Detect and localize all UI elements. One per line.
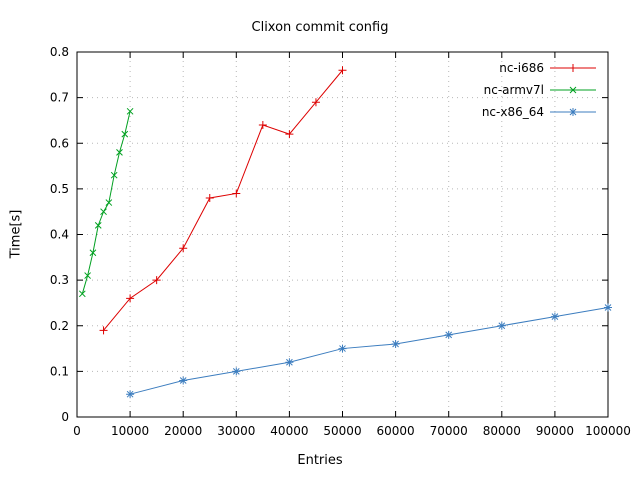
y-tick-label: 0.1 xyxy=(50,364,69,378)
marker-cross xyxy=(116,149,123,156)
marker-star xyxy=(392,340,399,348)
series-line xyxy=(129,307,609,395)
marker-star xyxy=(126,390,134,398)
marker-star xyxy=(604,304,612,311)
y-tick-label: 0.8 xyxy=(50,45,69,59)
x-tick-label: 50000 xyxy=(323,424,361,438)
y-tick-label: 0.5 xyxy=(50,182,69,196)
marker-cross xyxy=(126,107,134,115)
marker-cross xyxy=(105,199,113,206)
marker-star xyxy=(445,331,453,339)
x-tick-label: 60000 xyxy=(377,424,415,438)
marker-plus xyxy=(569,64,577,72)
legend-label: nc-armv7l xyxy=(484,83,544,97)
marker-star xyxy=(232,368,240,375)
x-tick-label: 20000 xyxy=(164,424,202,438)
marker-plus xyxy=(152,276,161,285)
marker-plus xyxy=(232,189,241,198)
x-tick-label: 100000 xyxy=(585,424,631,438)
marker-cross xyxy=(569,86,577,94)
marker-plus xyxy=(258,121,267,129)
plot-border xyxy=(76,51,609,418)
legend-sample xyxy=(550,64,596,72)
marker-cross xyxy=(121,130,129,138)
x-tick-label: 90000 xyxy=(536,424,574,438)
marker-cross xyxy=(78,290,86,298)
marker-cross xyxy=(94,222,102,229)
y-tick-label: 0 xyxy=(61,410,69,424)
marker-star xyxy=(339,345,346,352)
y-tick-label: 0.4 xyxy=(50,228,69,242)
tick-labels: 0 10000 20000 30000 40000 50000 60000 70000 8000… xyxy=(50,45,631,438)
legend-item: nc-x86_64 xyxy=(482,105,596,119)
series-line xyxy=(81,111,131,294)
y-tick-label: 0.7 xyxy=(50,91,69,105)
marker-star xyxy=(569,108,577,116)
legend-sample xyxy=(550,108,596,116)
legend: nc-i686 nc-armv7l nc-x86_64 xyxy=(482,61,596,119)
chart-title: Clixon commit config xyxy=(251,20,389,35)
x-tick-label: 30000 xyxy=(217,424,255,438)
marker-plus xyxy=(285,130,294,139)
marker-plus xyxy=(338,66,347,75)
series-nc-armv7l xyxy=(78,107,134,298)
marker-plus xyxy=(205,194,214,202)
legend-label: nc-i686 xyxy=(499,61,544,75)
legend-sample xyxy=(550,86,596,94)
marker-cross xyxy=(89,249,97,257)
series-nc-i686 xyxy=(99,66,347,335)
marker-cross xyxy=(84,272,91,279)
legend-item: nc-armv7l xyxy=(484,83,596,97)
y-tick-label: 0.3 xyxy=(50,273,69,287)
marker-cross xyxy=(110,171,118,179)
y-axis-label: Time[s] xyxy=(8,209,24,259)
marker-plus xyxy=(179,244,188,253)
x-tick-label: 80000 xyxy=(483,424,521,438)
x-axis-label: Entries xyxy=(297,453,343,468)
x-tick-label: 40000 xyxy=(270,424,308,438)
legend-label: nc-x86_64 xyxy=(482,105,544,119)
legend-item: nc-i686 xyxy=(499,61,596,75)
marker-star xyxy=(286,358,293,366)
marker-plus xyxy=(126,294,135,303)
x-tick-label: 0 xyxy=(73,424,81,438)
marker-star xyxy=(498,322,506,330)
x-tick-label: 10000 xyxy=(111,424,149,438)
x-tick-label: 70000 xyxy=(430,424,468,438)
marker-cross xyxy=(100,208,107,216)
marker-star xyxy=(551,313,559,320)
series-nc-x86_64 xyxy=(126,303,612,399)
y-tick-label: 0.2 xyxy=(50,319,69,333)
series-line xyxy=(103,69,343,331)
marker-plus xyxy=(99,326,108,335)
marker-plus xyxy=(311,98,320,107)
marker-star xyxy=(179,377,187,384)
y-tick-label: 0.6 xyxy=(50,136,69,150)
